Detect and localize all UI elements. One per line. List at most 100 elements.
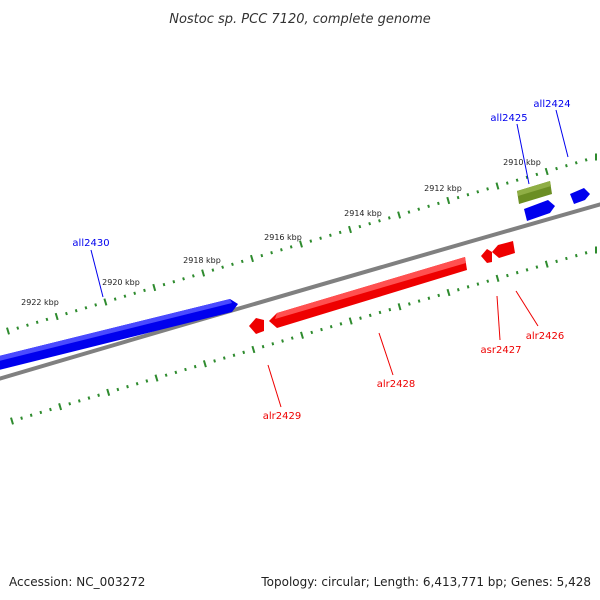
minor-tick xyxy=(329,325,333,329)
minor-tick xyxy=(319,236,322,240)
minor-tick xyxy=(368,313,372,318)
major-tick xyxy=(544,167,549,176)
leader-line-alr2429 xyxy=(267,364,282,408)
minor-tick xyxy=(506,273,509,278)
minor-tick xyxy=(535,172,539,177)
minor-tick xyxy=(281,339,284,343)
gene-label-asr2427[interactable]: asr2427 xyxy=(481,345,522,356)
minor-tick xyxy=(417,207,421,211)
minor-tick xyxy=(555,166,558,171)
minor-tick xyxy=(388,307,392,312)
scale-label: 2914 kbp xyxy=(344,209,382,218)
gene-label-alr2429[interactable]: alr2429 xyxy=(263,411,301,422)
gene-label-all2430[interactable]: all2430 xyxy=(72,238,109,249)
leader-line-all2425 xyxy=(516,123,530,185)
minor-tick xyxy=(407,302,411,306)
major-tick xyxy=(54,312,59,321)
minor-tick xyxy=(68,402,72,406)
minor-tick xyxy=(289,245,293,249)
minor-tick xyxy=(456,195,460,200)
minor-tick xyxy=(84,306,88,310)
leader-line-all2430 xyxy=(90,249,104,298)
minor-tick xyxy=(184,367,187,372)
gene-label-all2425[interactable]: all2425 xyxy=(490,113,527,124)
minor-tick xyxy=(145,379,149,383)
minor-tick xyxy=(320,327,323,332)
minor-tick xyxy=(164,373,168,377)
minor-tick xyxy=(378,310,382,315)
minor-tick xyxy=(358,224,362,229)
minor-tick xyxy=(162,282,166,287)
minor-tick xyxy=(486,187,489,191)
minor-tick xyxy=(515,178,519,182)
minor-tick xyxy=(476,190,480,194)
minor-tick xyxy=(584,251,588,255)
outer-scale-ticks xyxy=(6,153,597,335)
minor-tick xyxy=(525,175,529,179)
minor-tick xyxy=(565,256,568,261)
minor-tick xyxy=(45,317,49,322)
gene-arrow-all2430[interactable] xyxy=(0,299,238,371)
gene-label-alr2428[interactable]: alr2428 xyxy=(377,379,415,390)
scale-label: 2912 kbp xyxy=(424,184,462,193)
minor-tick xyxy=(339,322,343,326)
major-tick xyxy=(300,331,304,339)
genome-summary-text: Topology: circular; Length: 6,413,771 bp… xyxy=(260,575,591,589)
major-tick xyxy=(201,269,206,277)
minor-tick xyxy=(525,268,529,272)
scale-label: 2920 kbp xyxy=(102,278,140,287)
minor-tick xyxy=(211,268,215,272)
gene-arrow-asr2427[interactable] xyxy=(481,249,492,263)
major-tick xyxy=(397,303,402,311)
scale-label: 2916 kbp xyxy=(264,233,302,242)
gene-label-all2424[interactable]: all2424 xyxy=(533,99,570,110)
minor-tick xyxy=(378,219,381,223)
major-tick xyxy=(6,327,10,335)
minor-tick xyxy=(417,299,421,303)
gene-arrow-alr2426[interactable] xyxy=(492,241,515,258)
major-tick xyxy=(154,374,159,382)
major-tick xyxy=(58,403,63,411)
minor-tick xyxy=(16,326,20,330)
gene-arrow-all2425[interactable] xyxy=(524,200,555,221)
leader-line-asr2427 xyxy=(496,295,501,341)
minor-tick xyxy=(232,353,236,357)
gene-leader-lines xyxy=(90,109,569,408)
inner-scale-ticks xyxy=(10,246,597,425)
minor-tick xyxy=(555,259,558,264)
minor-tick xyxy=(565,164,568,168)
minor-tick xyxy=(113,297,117,301)
gene-highlight xyxy=(275,257,466,319)
accession-text: Accession: NC_003272 xyxy=(9,575,145,589)
scale-label: 2910 kbp xyxy=(503,158,541,167)
minor-tick xyxy=(515,270,519,275)
major-tick xyxy=(544,260,549,268)
major-tick xyxy=(103,298,108,306)
major-tick xyxy=(397,211,402,219)
minor-tick xyxy=(310,330,314,335)
minor-tick xyxy=(437,293,441,298)
minor-tick xyxy=(280,248,283,252)
major-tick xyxy=(202,360,207,368)
gene-arrow-alr2429[interactable] xyxy=(249,318,264,334)
major-tick xyxy=(348,317,353,325)
gene-arrow-all2424[interactable] xyxy=(570,188,590,204)
leader-line-alr2428 xyxy=(378,332,394,376)
minor-tick xyxy=(172,280,176,284)
plus-strand-features xyxy=(249,241,515,334)
minor-tick xyxy=(49,407,52,412)
minor-tick xyxy=(87,396,91,400)
minor-tick xyxy=(427,296,431,300)
minus-strand-features xyxy=(0,181,590,371)
minor-tick xyxy=(290,336,294,340)
minor-tick xyxy=(29,413,33,417)
gene-label-alr2426[interactable]: alr2426 xyxy=(526,331,564,342)
minor-tick xyxy=(437,201,440,206)
minor-tick xyxy=(39,410,43,415)
minor-tick xyxy=(240,259,244,264)
minor-tick xyxy=(271,342,275,346)
gene-labels: all2430 all2425 all2424 alr2429 alr2428 … xyxy=(72,99,570,422)
minor-tick xyxy=(584,158,588,162)
minor-tick xyxy=(242,350,246,355)
minor-tick xyxy=(466,285,470,289)
